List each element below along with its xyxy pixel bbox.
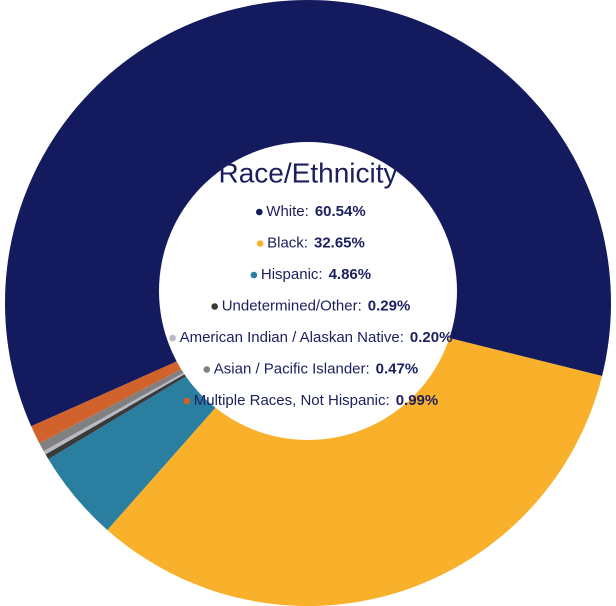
legend-value: 60.54% [315,203,366,220]
legend-label: Black: [267,234,308,251]
legend-entry: Black: 32.65% [267,234,365,251]
legend-entry: American Indian / Alaskan Native: 0.20% [180,329,453,346]
legend-label: Undetermined/Other: [222,297,362,314]
legend-label: American Indian / Alaskan Native: [180,329,404,346]
legend-entry: Asian / Pacific Islander: 0.47% [214,360,418,377]
legend-entry: Undetermined/Other: 0.29% [222,297,411,314]
legend-value: 0.20% [410,329,453,346]
donut-hole [159,142,457,440]
legend-label: White: [266,203,309,220]
legend-entry: White: 60.54% [266,203,365,220]
legend-swatch [256,240,264,247]
legend-swatch [183,397,191,405]
legend-entry: Multiple Races, Not Hispanic: 0.99% [194,392,438,409]
legend-swatch [256,208,263,216]
legend-entry: Hispanic: 4.86% [261,266,371,283]
legend-value: 4.86% [329,266,372,283]
legend-swatch [203,366,211,373]
legend-label: Multiple Races, Not Hispanic: [194,392,390,409]
legend: White: 60.54% Black: 32.65% Hispanic: 4.86% Un… [169,203,452,409]
slice [107,303,603,606]
legend-value: 0.47% [376,360,419,377]
legend-label: Hispanic: [261,266,323,283]
legend-value: 32.65% [314,234,365,251]
legend-swatch [169,334,176,342]
legend-value: 0.29% [368,297,411,314]
chart-title: Race/Ethnicity [219,157,398,188]
legend-swatch [250,271,258,279]
legend-swatch [211,303,218,310]
legend-value: 0.99% [396,392,439,409]
legend-label: Asian / Pacific Islander: [214,360,370,377]
